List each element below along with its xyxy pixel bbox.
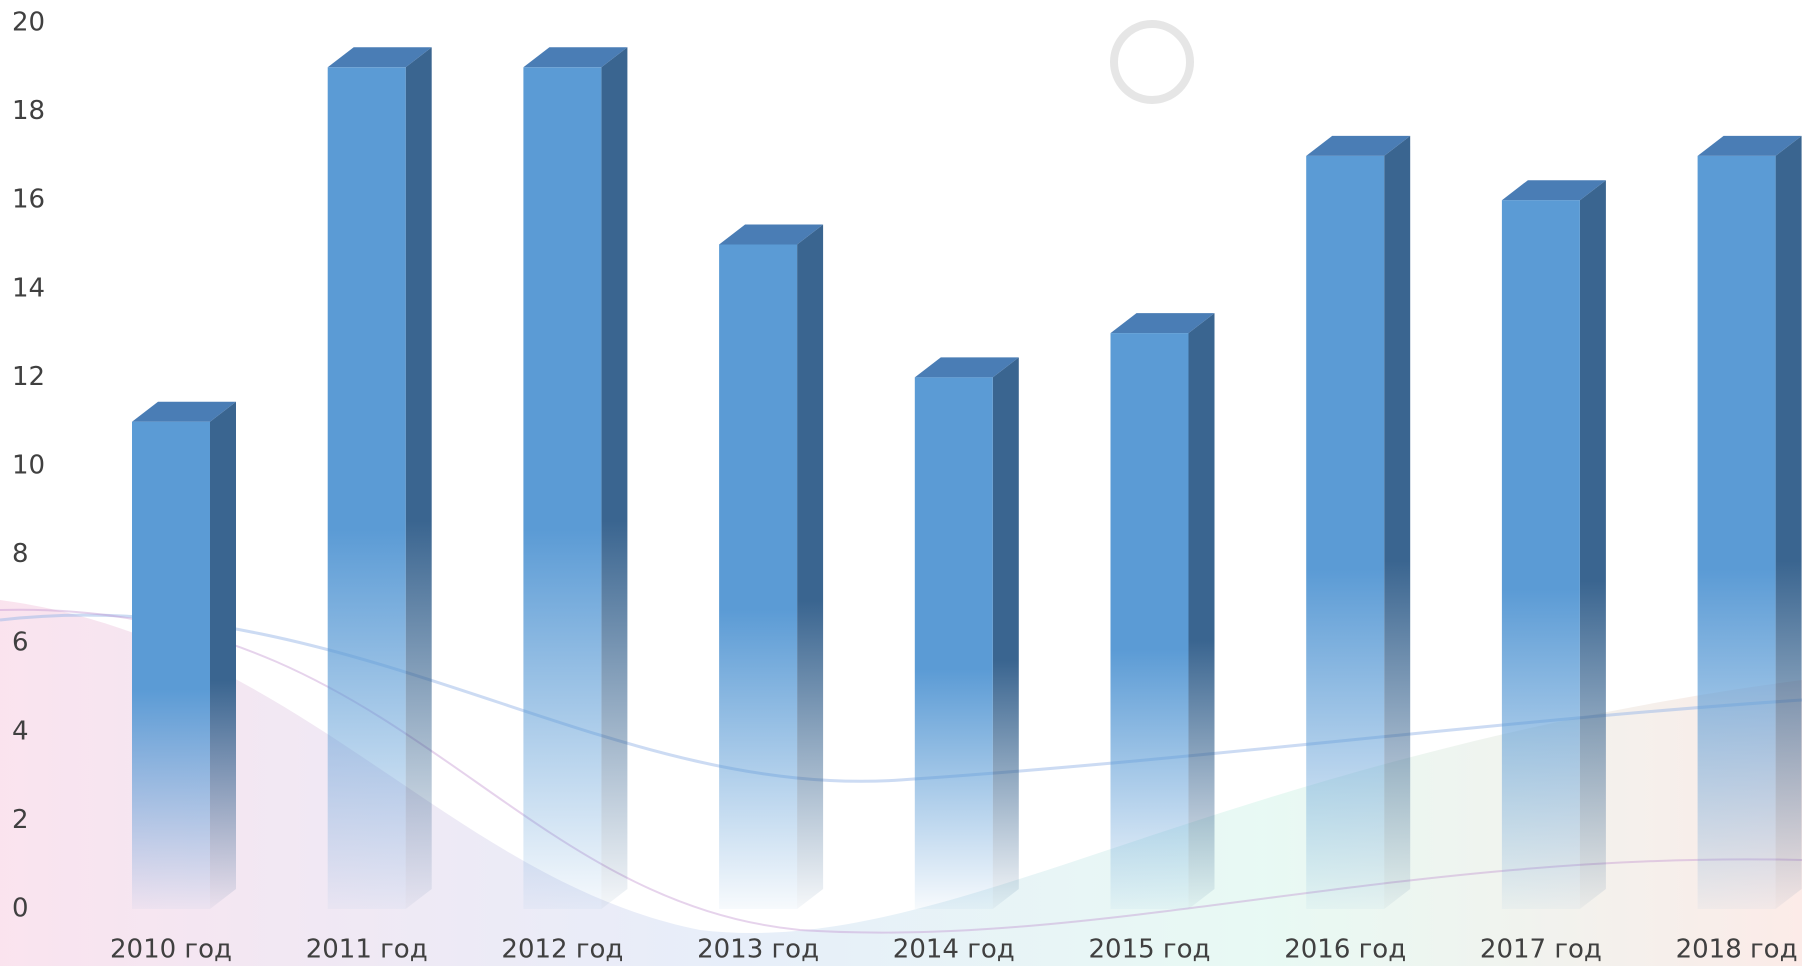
x-tick-label: 2013 год <box>697 935 819 965</box>
bar-top <box>1110 313 1215 334</box>
bar <box>1501 200 1580 909</box>
bar-side <box>601 47 628 910</box>
bar <box>132 421 210 909</box>
bar <box>1697 155 1776 909</box>
bar-top <box>523 47 628 68</box>
x-tick-label: 2012 год <box>501 935 623 965</box>
bar-top <box>1697 135 1802 156</box>
bar <box>1110 333 1189 910</box>
bar-side <box>1775 135 1802 909</box>
bar-top <box>914 357 1019 378</box>
bar-top <box>327 47 432 68</box>
x-tick-label: 2016 год <box>1284 935 1406 965</box>
y-tick-label: 16 <box>12 185 45 215</box>
bar-top <box>132 401 236 422</box>
bar-side <box>1188 313 1215 910</box>
y-tick-label: 14 <box>12 273 45 303</box>
y-tick-label: 2 <box>12 805 29 835</box>
bar-side <box>797 224 824 909</box>
y-tick-label: 18 <box>12 96 45 126</box>
y-tick-label: 6 <box>12 628 29 658</box>
bar <box>327 67 406 910</box>
x-tick-label: 2010 год <box>110 935 232 965</box>
x-tick-label: 2014 год <box>893 935 1015 965</box>
bar-top <box>719 224 824 245</box>
bar-side <box>1579 180 1606 909</box>
y-tick-label: 4 <box>12 716 29 746</box>
x-tick-label: 2015 год <box>1089 935 1211 965</box>
y-tick-label: 10 <box>12 451 45 481</box>
bar-side <box>210 401 236 909</box>
y-tick-label: 12 <box>12 362 45 392</box>
bar <box>523 67 602 910</box>
x-tick-label: 2011 год <box>306 935 428 965</box>
bar-top <box>1501 180 1606 201</box>
y-tick-label: 8 <box>12 539 29 569</box>
y-tick-label: 0 <box>12 894 29 924</box>
bar <box>719 244 798 909</box>
x-tick-label: 2017 год <box>1480 935 1602 965</box>
bar-top <box>1306 135 1411 156</box>
x-tick-label: 2018 год <box>1676 935 1798 965</box>
bar-side <box>405 47 432 910</box>
y-tick-label: 20 <box>12 8 45 38</box>
bar-side <box>992 357 1019 909</box>
bar <box>914 377 993 909</box>
bar <box>1306 155 1385 909</box>
bar-side <box>1384 135 1411 909</box>
